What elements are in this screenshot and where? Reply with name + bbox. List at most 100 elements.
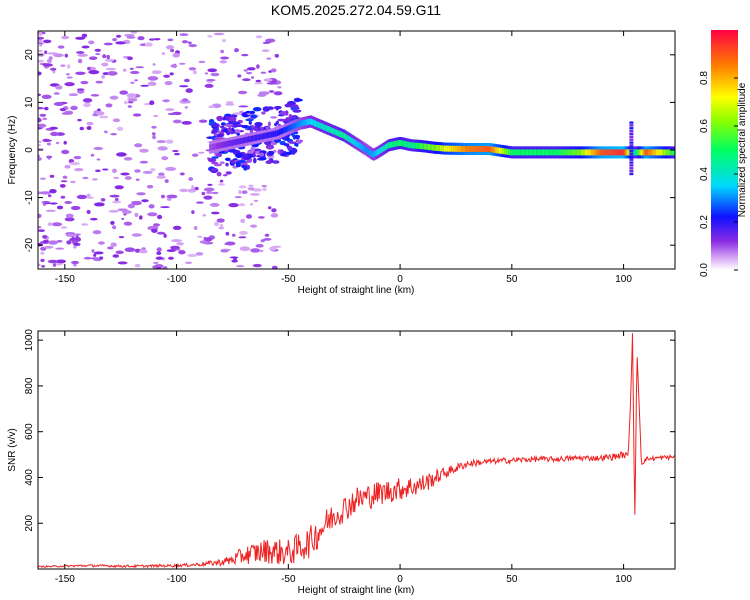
spectrogram-noise-cell	[170, 245, 180, 250]
spectrogram-ridge-cell	[650, 149, 653, 156]
spectrogram-noise-cell	[162, 266, 168, 269]
snr-x-ticks: -150 -100 -50 0 50 100	[55, 331, 632, 585]
spectrogram-noise-cell	[48, 194, 52, 198]
spectrogram-noise-cell	[218, 226, 225, 230]
spectrogram-ridge-cell	[489, 146, 492, 153]
spectrogram-ridge-cell	[289, 124, 292, 131]
spectrogram-ridge-cell	[343, 132, 346, 139]
spectrogram-ridge-cell	[437, 145, 440, 151]
spectrogram-noise-cell	[83, 102, 91, 108]
spectrogram-noise-cell	[110, 242, 117, 247]
spectrogram-ridge-cell	[662, 149, 665, 156]
spectrogram-noise-cell	[40, 177, 46, 180]
spectrogram-noise-cell	[96, 111, 105, 116]
spectrogram-noise-cell	[185, 88, 193, 93]
spectrogram-ridge-cell	[563, 149, 566, 156]
spectrogram-noise-cell	[134, 79, 138, 82]
spectrogram-noise-cell	[38, 144, 42, 147]
spectrogram-noise-cell	[202, 214, 207, 217]
spectrogram-noise-cell	[144, 42, 153, 47]
spectrogram-noise-cell	[40, 191, 51, 195]
spectrogram-ridge-cell	[638, 149, 641, 156]
spectrogram-noise-cell	[250, 224, 258, 228]
spectrogram-noise-cell	[140, 84, 150, 87]
spectrogram-streak-cell	[629, 141, 634, 144]
spectrogram-ridge-cell	[299, 120, 302, 127]
spectrogram-noise-cell	[110, 133, 117, 136]
spectrogram-noise-cell	[103, 42, 113, 46]
spectrogram-noise-cell	[139, 215, 143, 220]
spectrogram-ridge-cell	[607, 149, 610, 156]
spectrogram-noise-cell	[73, 263, 77, 267]
spectrogram-noise-cell	[42, 117, 48, 121]
spectrogram-streak-cell	[629, 121, 634, 124]
spectrogram-ridge-cell	[317, 121, 321, 128]
spectrogram-ridge-cell	[599, 149, 602, 156]
spectrogram-noise-cell	[192, 153, 199, 157]
spectrogram-ridge-cell	[494, 147, 498, 153]
spectrogram-noise-cell	[266, 82, 277, 85]
spectrogram-noise-cell	[270, 213, 279, 218]
colorbar-ticks: 0.0 0.2 0.4 0.6 0.8	[699, 71, 738, 277]
spectrogram-noise-cell	[74, 168, 84, 172]
spectrogram-noise-cell	[220, 125, 225, 129]
spectrogram-noise-cell	[91, 249, 95, 253]
spectrogram-noise-cell	[38, 59, 45, 63]
spectrogram-ridge-cell	[596, 149, 600, 156]
spectrogram-ridge-cell	[396, 140, 400, 147]
spectrogram-noise-cell	[90, 153, 95, 157]
spectrogram-ridge-cell	[349, 137, 353, 143]
spectrogram-noise-cell	[254, 122, 263, 127]
colorbar: 0.0 0.2 0.4 0.6 0.8 Normalized spectral ampl…	[699, 30, 748, 277]
spectrogram-noise-cell	[188, 67, 197, 71]
spectrogram-noise-cell	[172, 225, 182, 230]
spectrogram-noise-cell	[152, 63, 156, 66]
spectrogram-y-label: Frequency (Hz)	[7, 116, 18, 185]
spectrogram-ridge-cell	[374, 150, 377, 157]
spectrogram-ridge-cell	[217, 142, 220, 149]
spectrogram-noise-cell	[92, 178, 98, 181]
spectrogram-streak-cell	[629, 161, 634, 164]
spectrogram-noise-cell	[38, 226, 42, 229]
spectrogram-ridge-cell	[419, 143, 422, 149]
spectrogram-ridge-cell	[367, 148, 370, 155]
spectrogram-ridge-cell	[618, 149, 621, 156]
spectrogram-noise-cell	[124, 247, 136, 252]
spectrogram-noise-cell	[256, 64, 260, 69]
spectrogram-ridge-cell	[274, 130, 278, 137]
spectrogram-noise-cell	[134, 143, 143, 148]
spectrogram-noise-cell	[65, 213, 74, 218]
spectrogram-noise-cell	[38, 49, 43, 52]
spectrogram-ridge-cell	[657, 149, 660, 156]
spectrogram-noise-cell	[178, 250, 186, 255]
spectrogram-noise-cell	[38, 118, 42, 123]
spectrogram-ridge-cell	[421, 143, 424, 150]
spectrogram-ridge-cell	[214, 143, 217, 150]
spectrogram-noise-cell	[60, 226, 68, 229]
spectrogram-ridge-cell	[347, 135, 350, 142]
spectrogram-noise-cell	[265, 160, 273, 165]
spectrogram-noise-cell	[270, 68, 277, 73]
spectrogram-noise-cell	[122, 68, 127, 72]
spectrogram-ridge-cell	[646, 149, 649, 156]
spectrogram-noise-cell	[223, 174, 228, 177]
spectrogram-noise-cell	[66, 73, 70, 76]
spectrogram-noise-cell	[70, 180, 76, 184]
spectrogram-noise-cell	[97, 108, 101, 112]
spectrogram-ridge-cell	[506, 148, 510, 155]
spectrogram-ridge-cell	[395, 140, 398, 147]
spectrogram-noise-cell	[105, 67, 117, 71]
spectrogram-noise-cell	[163, 233, 167, 238]
spectrogram-noise-cell	[41, 265, 46, 268]
spectrogram-noise-cell	[168, 256, 174, 260]
spectrogram-noise-cell	[39, 113, 47, 117]
spectrogram-ridge-cell	[355, 140, 358, 147]
spectrogram-noise-cell	[216, 218, 225, 223]
spectrogram-ridge-cell	[544, 149, 547, 156]
spectrogram-ridge-cell	[459, 145, 463, 152]
spectrogram-noise-cell	[252, 188, 262, 192]
x-tick-label: 100	[615, 574, 632, 585]
spectrogram-noise-cell	[107, 71, 118, 76]
spectrogram-ridge-cell	[417, 142, 420, 149]
spectrogram-ridge-cell	[323, 124, 326, 131]
